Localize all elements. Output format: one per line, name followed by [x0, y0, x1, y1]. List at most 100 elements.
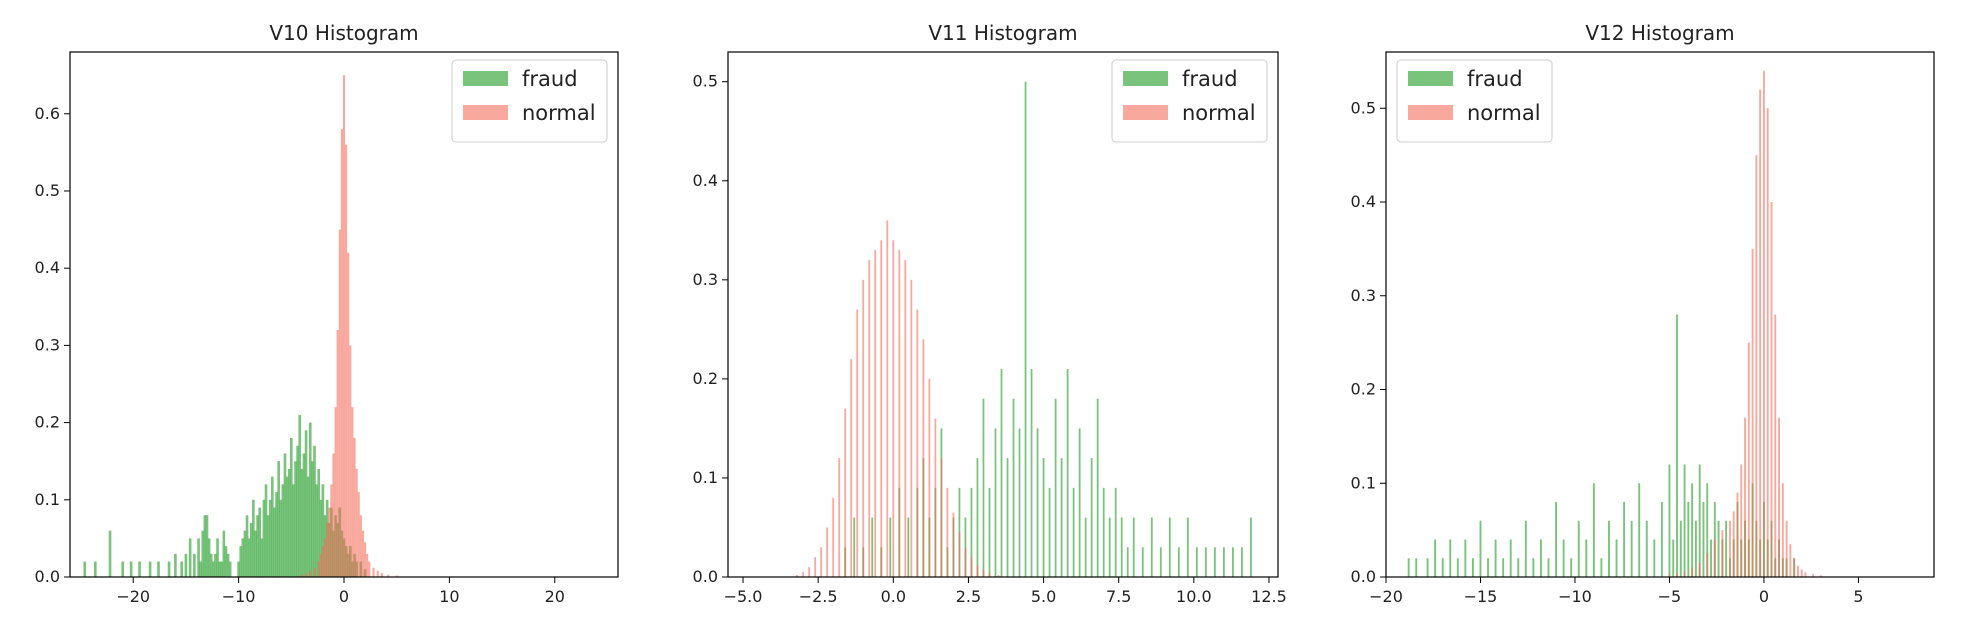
legend-label-normal: normal: [1182, 101, 1256, 125]
histogram-bar: [1132, 517, 1135, 577]
histogram-bar: [1006, 458, 1009, 577]
histogram-bar: [1036, 428, 1039, 577]
subplot-1: V10 Histogram −20 −10 0 10 20 0.0 0.1 0.2 0.3 0.4 0…: [35, 21, 619, 606]
histogram-bar: [1072, 487, 1075, 577]
histogram-bar: [934, 418, 937, 577]
histogram-bar: [1108, 517, 1111, 577]
histogram-bar: [940, 458, 943, 577]
histogram-bar: [1653, 539, 1656, 577]
histogram-bar: [368, 561, 371, 577]
histogram-bar: [1660, 502, 1663, 577]
histogram-bar: [359, 515, 362, 577]
histogram-bar: [309, 570, 312, 577]
x-tick-label: 5: [1853, 587, 1863, 606]
y-tick-label: 0.3: [693, 270, 718, 289]
histogram-bar: [826, 527, 829, 577]
histogram-bar: [345, 144, 348, 577]
histogram-bar: [334, 407, 337, 577]
histogram-bar: [207, 538, 211, 577]
y-tick-label: 0.4: [693, 171, 718, 190]
histogram-bar: [1592, 483, 1595, 577]
histogram-bar: [184, 553, 188, 577]
histogram-bar: [1577, 520, 1580, 577]
histogram-bar: [1517, 558, 1520, 577]
histogram-bar: [1464, 539, 1467, 577]
histogram-bar: [1096, 398, 1099, 577]
histogram-bar: [1672, 539, 1675, 577]
histogram-bar: [319, 553, 322, 577]
histogram-bar: [1114, 487, 1117, 577]
histogram-bar: [1524, 520, 1527, 577]
legend-label-normal: normal: [1467, 101, 1541, 125]
histogram-bar: [328, 507, 331, 577]
y-tick-label: 0.0: [693, 567, 718, 586]
histogram-bar: [1713, 539, 1716, 577]
histogram-bar: [1502, 558, 1505, 577]
histogram-bar: [1698, 562, 1701, 577]
histogram-bar: [1177, 547, 1180, 577]
histogram-bar: [1694, 520, 1697, 577]
histogram-bar: [898, 250, 901, 577]
histogram-bar: [1687, 502, 1690, 577]
histogram-bar: [1186, 517, 1189, 577]
histogram-bar: [1509, 539, 1512, 577]
histogram-bar: [1195, 547, 1198, 577]
histogram-bar: [832, 497, 835, 577]
x-tick-label: −10: [1558, 587, 1592, 606]
axes-frame: [1385, 51, 1935, 578]
histogram-bar: [239, 546, 243, 577]
histogram-bar: [313, 567, 316, 577]
histogram-bar: [1024, 81, 1027, 577]
histogram-bar: [970, 557, 973, 577]
histogram-bar: [268, 499, 272, 577]
subplot-3: V12 Histogram −20 −15 −10 −5 0 5 0.0 0.1 0.2 0.3 0.…: [1351, 21, 1935, 606]
histogram-bar: [796, 575, 799, 577]
histogram-bar: [928, 378, 931, 577]
y-tick-label: 0.3: [1351, 286, 1376, 305]
histogram-bar: [958, 532, 961, 577]
histogram-bar: [1060, 458, 1063, 577]
histogram-bar: [305, 573, 308, 577]
subplot-title: V10 Histogram: [269, 21, 418, 45]
histogram-bar: [1698, 464, 1701, 577]
histogram-bar: [1717, 520, 1720, 577]
histogram-bar: [1250, 517, 1252, 577]
histogram-bar: [353, 438, 356, 577]
legend-swatch-fraud: [1408, 71, 1453, 86]
y-tick-label: 0.3: [35, 335, 60, 354]
histogram-bar: [1066, 368, 1069, 577]
histogram-bar: [862, 279, 865, 577]
legend: fraud normal: [1396, 59, 1553, 143]
histogram-bar: [355, 468, 358, 577]
histogram-bar: [1744, 417, 1746, 577]
histogram-bar: [1812, 574, 1815, 577]
histogram-bar: [1102, 487, 1105, 577]
histogram-bar: [868, 260, 871, 577]
histogram-bar: [1441, 558, 1444, 577]
histogram-bar: [1078, 428, 1081, 577]
series-normal: [300, 75, 398, 577]
legend-swatch-normal: [1408, 105, 1453, 120]
histogram-bar: [300, 574, 303, 577]
x-tick-label: 20: [545, 587, 565, 606]
histogram-bar: [1804, 572, 1807, 577]
histogram-bar: [982, 570, 985, 577]
y-tick-label: 0.1: [1351, 473, 1376, 492]
histogram-bar: [1150, 517, 1153, 577]
histogram-bar: [157, 561, 160, 577]
histogram-bar: [1471, 558, 1474, 577]
histogram-bar: [275, 492, 278, 577]
histogram-bar: [1532, 558, 1535, 577]
histogram-bar: [1683, 464, 1686, 577]
histogram-bar: [279, 499, 283, 577]
y-tick-label: 0.1: [693, 468, 718, 487]
histogram-bar: [1204, 547, 1207, 577]
histogram-bar: [311, 461, 314, 577]
histogram-bar: [808, 567, 811, 577]
histogram-bar: [1755, 155, 1758, 577]
y-tick-label: 0.2: [693, 369, 718, 388]
histogram-bar: [1223, 547, 1225, 577]
histogram-bar: [357, 492, 360, 577]
histogram-bar: [856, 309, 859, 577]
